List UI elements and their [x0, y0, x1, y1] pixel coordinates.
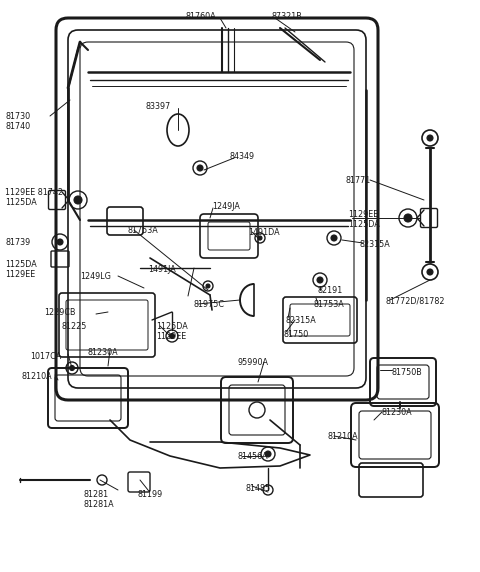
- Text: 81772D/81782: 81772D/81782: [386, 296, 445, 305]
- Text: 81225: 81225: [62, 322, 87, 331]
- Text: 1491JA: 1491JA: [148, 265, 176, 274]
- Circle shape: [57, 239, 63, 245]
- Circle shape: [404, 214, 412, 222]
- Text: 81750: 81750: [284, 330, 309, 339]
- Text: 82315A: 82315A: [286, 316, 317, 325]
- Text: 87321B: 87321B: [272, 12, 303, 21]
- Text: 1125DA
1129EE: 1125DA 1129EE: [5, 260, 37, 279]
- Text: 81771: 81771: [345, 176, 370, 185]
- Text: 95990A: 95990A: [238, 358, 269, 367]
- Circle shape: [70, 366, 74, 371]
- Text: 1249LG: 1249LG: [80, 272, 111, 281]
- Circle shape: [427, 269, 433, 275]
- Text: 1229CB: 1229CB: [44, 308, 75, 317]
- Circle shape: [331, 235, 337, 241]
- Circle shape: [206, 284, 210, 288]
- Circle shape: [265, 451, 271, 457]
- Circle shape: [258, 236, 262, 240]
- Text: 1249JA: 1249JA: [212, 202, 240, 211]
- Text: 1125DA
1129EE: 1125DA 1129EE: [156, 322, 188, 341]
- Text: 81456A: 81456A: [238, 452, 269, 461]
- Text: 81230A: 81230A: [382, 408, 413, 417]
- Text: 81210A: 81210A: [328, 432, 359, 441]
- Text: 1491DA: 1491DA: [248, 228, 280, 237]
- Text: 82191: 82191: [318, 286, 343, 295]
- Circle shape: [197, 165, 203, 171]
- Text: 1129EE
1125DA: 1129EE 1125DA: [348, 210, 380, 229]
- Text: 81199: 81199: [138, 490, 163, 499]
- Circle shape: [74, 196, 82, 204]
- Circle shape: [169, 333, 175, 339]
- Text: 84349: 84349: [230, 152, 255, 161]
- Text: 81230A: 81230A: [88, 348, 119, 357]
- Text: 81730
81740: 81730 81740: [5, 112, 30, 132]
- Text: 81281
81281A: 81281 81281A: [84, 490, 115, 510]
- Text: 81210A: 81210A: [22, 372, 53, 381]
- Text: 81760A: 81760A: [185, 12, 216, 21]
- Text: 1017CA: 1017CA: [30, 352, 61, 361]
- Text: 83397: 83397: [145, 102, 170, 111]
- Text: 81753A: 81753A: [314, 300, 345, 309]
- Text: 81753A: 81753A: [128, 226, 159, 235]
- Text: 81485: 81485: [246, 484, 271, 493]
- Text: 81975C: 81975C: [194, 300, 225, 309]
- Text: 82315A: 82315A: [360, 240, 391, 249]
- Circle shape: [427, 135, 433, 141]
- Text: 1129EE 81742
1125DA: 1129EE 81742 1125DA: [5, 188, 63, 208]
- Circle shape: [317, 277, 323, 283]
- Text: 81750B: 81750B: [392, 368, 423, 377]
- Text: 81739: 81739: [5, 238, 30, 247]
